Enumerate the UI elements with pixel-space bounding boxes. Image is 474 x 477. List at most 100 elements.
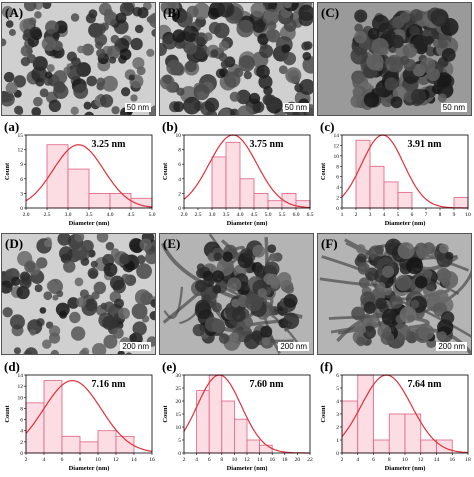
y-tick-label: 6 [336, 373, 339, 379]
y-tick-label: 15 [18, 133, 24, 139]
histogram-bar [61, 435, 81, 454]
histogram-bar [420, 439, 437, 454]
histogram-2: 2.0 2.5 3.0 3.5 4.0 4.5 5.0 5.5 6.0 6.5 0 2 4 6 8 10 Dia… [159, 119, 314, 230]
x-tick-label: 14 [434, 457, 440, 463]
histogram-bar [97, 430, 117, 454]
y-tick-label: 5 [336, 386, 339, 392]
histogram-bar [234, 418, 248, 454]
y-axis-label: Count [4, 404, 11, 422]
histogram-svg: 2.0 2.5 3.0 3.5 4.0 4.5 5.0 0 3 6 9 12 15 Diameter (n… [4, 133, 156, 227]
mean-diameter-annotation: 3.75 nm [250, 139, 285, 150]
x-tick-label: 16 [269, 457, 275, 463]
x-tick-label: 7 [425, 212, 428, 218]
y-tick-label: 2 [336, 425, 339, 431]
x-tick-label: 4 [195, 457, 198, 463]
histogram-bar [357, 374, 374, 454]
y-tick-label: 2 [20, 440, 23, 446]
histogram-bar [246, 439, 260, 454]
y-tick-label: 5 [178, 438, 181, 444]
histogram-bar [88, 193, 111, 209]
y-tick-label: 15 [176, 412, 182, 418]
x-tick-label: 2 [355, 212, 358, 218]
scale-bar-label: 50 nm [124, 103, 151, 112]
x-tick-label: 20 [295, 457, 301, 463]
x-tick-label: 4 [383, 212, 386, 218]
tem-micrograph [160, 3, 313, 115]
gaussian-fit-line [341, 374, 469, 454]
x-tick-label: 16 [149, 457, 155, 463]
y-tick-label: 0 [336, 206, 339, 212]
x-axis-label: Diameter (nm) [227, 465, 268, 472]
histogram-bar [25, 402, 45, 454]
x-tick-label: 8 [439, 212, 442, 218]
mean-diameter-annotation: 7.16 nm [92, 379, 127, 390]
histogram-bar [259, 444, 273, 454]
histogram-bar [369, 165, 385, 209]
x-axis-label: Diameter (nm) [385, 220, 426, 227]
y-tick-label: 8 [20, 406, 23, 412]
x-tick-label: 12 [113, 457, 119, 463]
panel-label: (e) [162, 359, 177, 374]
histogram-bar [383, 181, 399, 209]
y-axis-label: Count [162, 404, 169, 422]
x-tick-label: 6 [411, 212, 414, 218]
histogram-bar [373, 439, 390, 454]
x-tick-label: 3 [369, 212, 372, 218]
histogram-3: 1 2 3 4 5 6 7 8 9 10 0 2 4 6 8 10 12 14 Diameter (nm) Count… [317, 119, 472, 230]
mean-diameter-annotation: 7.64 nm [408, 379, 443, 390]
histogram-bar [208, 374, 223, 454]
scale-bar-label: 50 nm [282, 103, 309, 112]
x-tick-label: 4.5 [128, 212, 135, 218]
x-tick-label: 6 [208, 457, 211, 463]
x-tick-label: 8 [220, 457, 223, 463]
histogram-bar [211, 156, 227, 209]
x-tick-label: 2.5 [195, 212, 202, 218]
tem-image-3: (C) 50 nm [317, 2, 472, 116]
y-tick-label: 25 [176, 386, 182, 392]
tem-image-4: (D) 200 nm [1, 233, 156, 355]
x-tick-label: 14 [131, 457, 137, 463]
scale-bar-label: 200 nm [436, 342, 467, 351]
panel-label: (c) [320, 119, 335, 134]
y-tick-label: 10 [334, 154, 340, 160]
y-tick-label: 4 [20, 429, 23, 435]
panel-label: (a) [4, 119, 20, 134]
histogram-bar [225, 141, 241, 209]
x-tick-label: 3.0 [209, 212, 216, 218]
y-tick-label: 10 [18, 395, 24, 401]
histogram-bar [436, 439, 453, 454]
y-axis-label: Count [320, 162, 327, 180]
panel-label: (D) [5, 236, 24, 251]
x-tick-label: 2.0 [23, 212, 30, 218]
histogram-bar [43, 380, 63, 454]
tem-micrograph [2, 234, 155, 354]
y-tick-label: 12 [334, 143, 340, 149]
histogram-bar [79, 441, 99, 454]
histogram-bar [453, 197, 469, 209]
y-tick-label: 20 [176, 399, 182, 405]
histogram-bar [196, 390, 210, 454]
histogram-bar [253, 193, 269, 209]
tem-micrograph [2, 3, 155, 115]
scale-bar-label: 200 nm [120, 342, 151, 351]
x-tick-label: 8 [79, 457, 82, 463]
x-tick-label: 5 [397, 212, 400, 218]
mean-diameter-annotation: 3.91 nm [408, 139, 443, 150]
x-tick-label: 3.5 [86, 212, 93, 218]
x-tick-label: 10 [402, 457, 408, 463]
x-tick-label: 5.5 [279, 212, 286, 218]
gaussian-fit-line [183, 134, 311, 209]
panel-label: (b) [162, 119, 178, 134]
histogram-bar [397, 191, 413, 209]
x-tick-label: 6.0 [293, 212, 300, 218]
panel-label: (F) [321, 236, 338, 251]
histogram-bar [388, 413, 406, 454]
gaussian-fit-line [25, 380, 153, 452]
y-tick-label: 4 [336, 185, 339, 191]
x-tick-label: 18 [282, 457, 288, 463]
x-tick-label: 4 [43, 457, 46, 463]
tem-image-5: (E) 200 nm [159, 233, 314, 355]
